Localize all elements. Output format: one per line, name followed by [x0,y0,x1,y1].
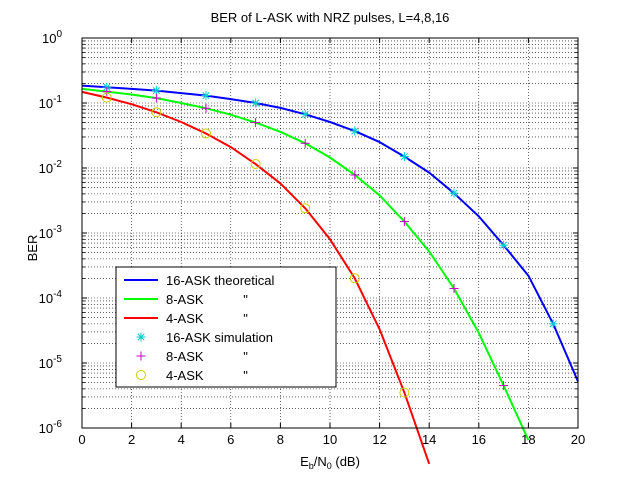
series-3-point [251,98,261,108]
x-tick-label: 20 [571,432,585,447]
legend-item: 4-ASK " [136,368,248,383]
series-5-point [250,159,261,170]
legend-item: 4-ASK " [124,311,248,326]
series-3-point [399,152,409,162]
legend-label: 8-ASK " [166,292,248,307]
series-4-point [102,87,112,97]
series-group [81,82,579,465]
y-tick-label: 10-3 [39,224,63,241]
series-0-line [81,84,579,382]
y-axis-label: BER [25,235,40,262]
series-5-point [300,203,311,214]
series-5-point [201,128,211,139]
series-4-point [300,138,310,148]
legend-item: 8-ASK " [124,292,248,307]
x-tick-label: 10 [323,432,337,447]
series-3-markers [102,82,558,329]
legend-swatch [136,332,146,342]
x-tick-label: 6 [227,432,234,447]
legend-swatch [136,370,146,380]
marker-stroke [152,87,160,95]
marker-stroke [450,189,458,197]
marker-stroke [549,320,557,328]
series-5-point [151,107,162,118]
series-4-point [499,381,509,391]
legend-item: 16-ASK theoretical [124,273,275,288]
series-5-markers [101,92,410,398]
series-5-point [399,387,410,398]
legend-label: 16-ASK simulation [166,330,273,345]
marker-stroke [351,127,359,135]
series-4-point [449,284,459,294]
series-4-point [251,118,261,128]
marker-stroke [252,99,260,107]
x-label-tail: (dB) [332,454,360,469]
series-3-point [300,109,310,119]
legend-label: 16-ASK theoretical [166,273,275,288]
x-tick-label: 14 [422,432,436,447]
legend-box [115,266,337,388]
x-axis-label: Eb/N0 (dB) [300,454,360,471]
y-tick-label: 100 [42,29,62,46]
series-4-point [399,217,409,227]
x-tick-label: 0 [78,432,85,447]
y-tick-label: 10-4 [39,289,63,306]
x-tick-label: 12 [372,432,386,447]
x-tick-label: 2 [128,432,135,447]
y-tick-label: 10-1 [39,94,63,111]
x-tick-label: 18 [521,432,535,447]
legend-label: 4-ASK " [166,311,248,326]
series-5-point [349,273,360,284]
x-tick-label: 4 [178,432,185,447]
series-4-markers [102,87,509,391]
legend-item: 16-ASK simulation [136,330,273,345]
legend-label: 8-ASK " [166,349,248,364]
series-4-point [151,93,161,103]
x-tick-label: 8 [277,432,284,447]
series-3-point [499,240,509,250]
marker-stroke [202,92,210,100]
x-label-sub2: 0 [327,461,332,471]
y-tick-label: 10-6 [39,419,63,436]
marker-stroke [500,241,508,249]
axes: 0 2 4 6 8 10 12 14 16 18 20 10-6 10-5 10-4 10-3 10-2 10-… [39,29,586,447]
series-3-point [201,91,211,101]
marker-stroke [137,333,145,341]
marker-stroke [301,110,309,118]
series-3-point [449,188,459,198]
y-tick-label: 10-2 [39,159,63,176]
legend-label: 4-ASK " [166,368,248,383]
series-5-point [101,92,112,103]
marker-stroke [400,152,408,161]
series-3-point [350,126,360,136]
x-label-sub1: b [309,461,314,471]
y-tick-label: 10-5 [39,354,63,371]
x-tick-label: 16 [472,432,486,447]
series-2-line [81,90,431,465]
x-label-mid: /N [314,454,327,469]
series-4-point [350,170,360,180]
chart-title: BER of L-ASK with NRZ pulses, L=4,8,16 [211,10,450,25]
legend: 16-ASK theoretical 8-ASK " 4-ASK " 16-ASK s… [115,266,337,388]
legend-swatch [136,351,146,361]
legend-item: 8-ASK " [136,349,248,364]
series-3-point [548,319,558,329]
x-label-base: E [300,454,309,469]
series-4-point [201,103,211,113]
